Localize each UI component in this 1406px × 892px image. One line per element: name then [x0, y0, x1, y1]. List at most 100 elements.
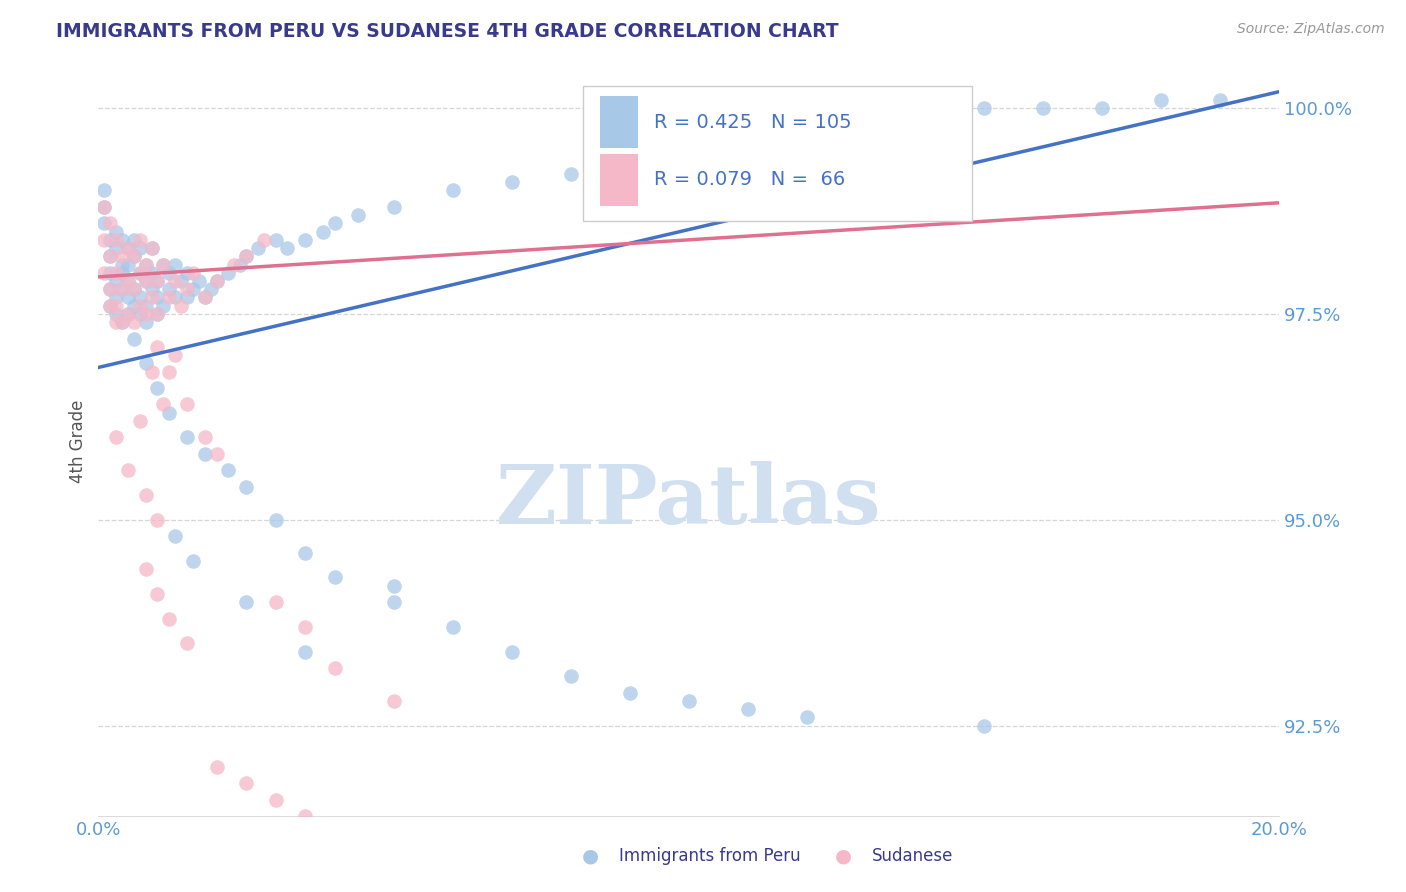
- Point: [217, 463, 239, 477]
- Point: [93, 200, 115, 214]
- Point: [128, 299, 150, 313]
- Point: [105, 290, 128, 304]
- Point: [146, 307, 169, 321]
- Point: [157, 611, 180, 625]
- Point: [105, 307, 128, 321]
- Point: [1091, 101, 1114, 115]
- Text: Source: ZipAtlas.com: Source: ZipAtlas.com: [1237, 22, 1385, 37]
- Point: [157, 282, 180, 296]
- Y-axis label: 4th Grade: 4th Grade: [69, 400, 87, 483]
- Point: [200, 282, 222, 296]
- Point: [501, 644, 523, 658]
- Point: [1032, 101, 1054, 115]
- Point: [111, 282, 134, 296]
- Point: [253, 233, 276, 247]
- Point: [264, 233, 287, 247]
- Point: [122, 282, 145, 296]
- Point: [93, 200, 115, 214]
- Point: [111, 266, 134, 280]
- Point: [146, 274, 169, 288]
- Point: [105, 241, 128, 255]
- Text: ●: ●: [835, 847, 852, 866]
- Point: [176, 397, 198, 411]
- Point: [176, 290, 198, 304]
- Point: [146, 274, 169, 288]
- Point: [737, 702, 759, 716]
- Point: [194, 430, 217, 444]
- Point: [111, 249, 134, 263]
- Point: [111, 233, 134, 247]
- Point: [122, 315, 145, 329]
- Point: [347, 208, 370, 222]
- Point: [194, 290, 217, 304]
- Point: [181, 266, 204, 280]
- Point: [117, 463, 139, 477]
- FancyBboxPatch shape: [600, 153, 638, 205]
- Point: [135, 356, 157, 370]
- Point: [187, 274, 209, 288]
- Point: [141, 266, 163, 280]
- Point: [235, 249, 257, 263]
- Point: [122, 332, 145, 346]
- Point: [157, 406, 180, 420]
- Point: [141, 282, 163, 296]
- Point: [141, 241, 163, 255]
- Point: [122, 233, 145, 247]
- Point: [560, 167, 582, 181]
- Point: [619, 686, 641, 700]
- Point: [560, 669, 582, 683]
- FancyBboxPatch shape: [600, 96, 638, 148]
- Text: R = 0.425   N = 105: R = 0.425 N = 105: [654, 113, 851, 132]
- Point: [973, 101, 995, 115]
- Text: IMMIGRANTS FROM PERU VS SUDANESE 4TH GRADE CORRELATION CHART: IMMIGRANTS FROM PERU VS SUDANESE 4TH GRA…: [56, 22, 839, 41]
- Point: [98, 216, 121, 230]
- Point: [276, 241, 298, 255]
- Text: ZIPatlas: ZIPatlas: [496, 461, 882, 541]
- Point: [117, 274, 139, 288]
- Point: [146, 513, 169, 527]
- Point: [382, 595, 405, 609]
- Point: [111, 282, 134, 296]
- Point: [165, 348, 187, 362]
- Point: [111, 258, 134, 272]
- Point: [796, 126, 818, 140]
- Point: [98, 249, 121, 263]
- Point: [122, 299, 145, 313]
- Point: [146, 381, 169, 395]
- Point: [224, 258, 246, 272]
- Point: [855, 118, 877, 132]
- Text: ●: ●: [582, 847, 599, 866]
- Point: [135, 274, 157, 288]
- Point: [128, 290, 150, 304]
- Point: [135, 274, 157, 288]
- Point: [264, 513, 287, 527]
- Point: [264, 793, 287, 807]
- Point: [235, 480, 257, 494]
- Point: [264, 595, 287, 609]
- Point: [117, 307, 139, 321]
- Point: [914, 109, 936, 123]
- Point: [157, 266, 180, 280]
- Point: [1209, 93, 1232, 107]
- Point: [105, 299, 128, 313]
- Point: [235, 595, 257, 609]
- Point: [176, 282, 198, 296]
- Point: [117, 290, 139, 304]
- Point: [98, 299, 121, 313]
- Point: [135, 488, 157, 502]
- Point: [501, 175, 523, 189]
- Point: [157, 290, 180, 304]
- Point: [796, 710, 818, 724]
- Point: [98, 233, 121, 247]
- Point: [619, 159, 641, 173]
- Point: [98, 249, 121, 263]
- Point: [146, 290, 169, 304]
- Point: [135, 315, 157, 329]
- Point: [152, 299, 174, 313]
- Point: [165, 274, 187, 288]
- Point: [122, 249, 145, 263]
- Point: [235, 776, 257, 790]
- Point: [170, 274, 193, 288]
- Point: [441, 620, 464, 634]
- Point: [128, 266, 150, 280]
